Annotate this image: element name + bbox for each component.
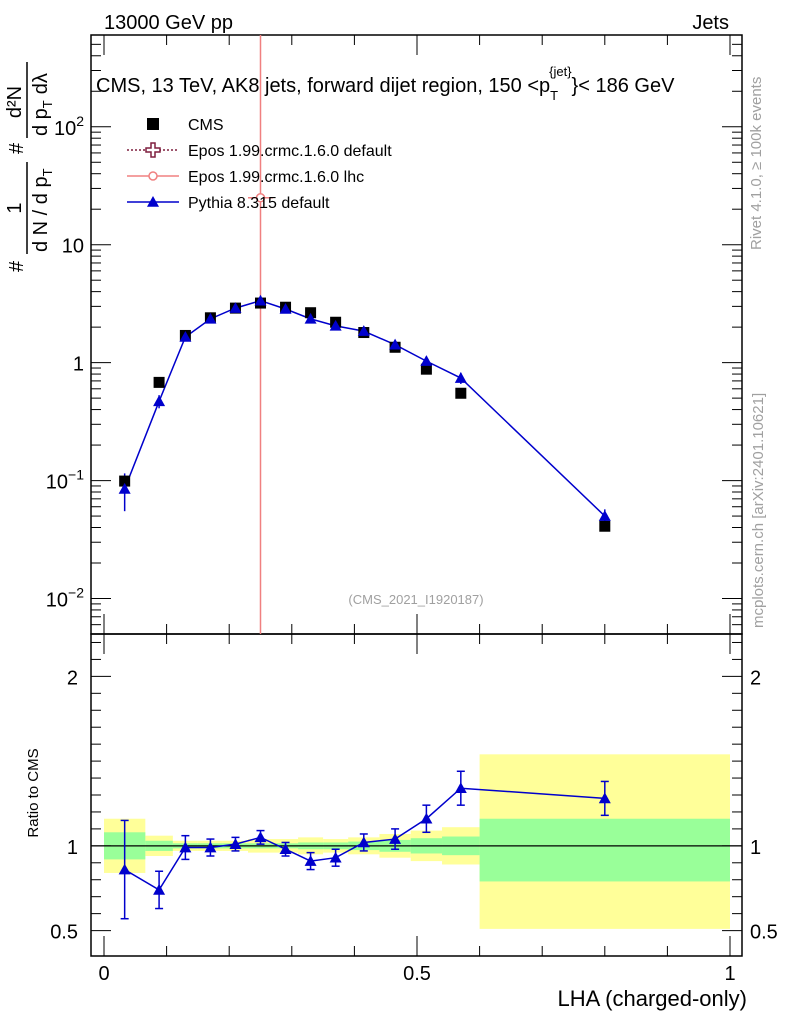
svg-text:#: # (6, 260, 28, 272)
pythia-ratio-point (118, 863, 131, 875)
pythia-point (153, 395, 166, 407)
pythia-ratio-point (204, 841, 217, 853)
cms-point (455, 387, 467, 399)
pythia-point (304, 312, 317, 324)
ratio-axis-label: Ratio to CMS (25, 748, 42, 837)
svg-text:1: 1 (4, 202, 26, 213)
pythia-point (454, 372, 467, 383)
pythia-ratio-line (124, 787, 605, 891)
legend-pythia-marker (147, 196, 159, 207)
y-tick-label: 10−1 (46, 467, 84, 494)
ratio-tick-label: 1 (67, 837, 78, 859)
pythia-point (229, 302, 242, 313)
pythia-ratio-point (179, 841, 192, 853)
pythia-point (420, 355, 433, 366)
pythia-ratio-point (304, 855, 317, 866)
ratio-tick-label-right: 2 (750, 667, 761, 689)
svg-text:#: # (6, 142, 28, 154)
data-layer (118, 35, 611, 920)
pythia-point (389, 338, 402, 350)
pythia-point (118, 482, 131, 494)
pythia-point (357, 325, 370, 336)
cms-point (420, 363, 432, 375)
legend-cms-marker (147, 118, 159, 130)
legend-epos-lhc-marker (148, 171, 158, 181)
pythia-point (254, 294, 267, 306)
legend-epos-default-marker (145, 142, 161, 158)
pythia-ratio-point (357, 836, 370, 848)
cms-point (153, 376, 165, 388)
legend-label: Epos 1.99.crmc.1.6.0 lhc (188, 169, 364, 186)
x-tick-label: 1 (724, 963, 735, 985)
axes: 0 0.5 1 10−2 10−1 1 10 102 0.5 0.5 1 1 2 2 (46, 34, 778, 985)
legend: CMS Epos 1.99.crmc.1.6.0 default Epos 1.99… (127, 117, 392, 212)
svg-text:d N / d pT: d N / d pT (30, 168, 55, 252)
ratio-tick-label-right: 1 (750, 837, 761, 859)
pythia-ratio-point (254, 831, 267, 843)
legend-label: Epos 1.99.crmc.1.6.0 default (188, 143, 392, 160)
pythia-point (204, 312, 217, 324)
ratio-tick-label: 2 (67, 667, 78, 689)
pythia-point (279, 302, 292, 314)
text-layer: 13000 GeV pp Jets CMS, 13 TeV, AK8 jets,… (4, 12, 767, 1011)
y-tick-label: 10 (62, 236, 84, 258)
cms-point (599, 520, 611, 532)
x-axis-label: LHA (charged-only) (557, 986, 747, 1011)
category-label: Jets (692, 12, 729, 34)
pythia-point (598, 510, 611, 521)
svg-text:d pTdλ: d pTdλ (30, 73, 55, 136)
pythia-ratio-point (153, 883, 166, 895)
pythia-ratio-point (454, 782, 467, 794)
legend-label: CMS (188, 117, 224, 134)
ratio-bands (104, 754, 730, 929)
y-tick-label: 102 (54, 113, 84, 140)
pythia-point (329, 319, 342, 331)
analysis-id: (CMS_2021_I1920187) (348, 592, 483, 607)
x-tick-label: 0 (98, 963, 109, 985)
legend-label: Pythia 8.315 default (188, 195, 330, 212)
epos-lhc-point (255, 193, 266, 203)
ratio-tick-label: 0.5 (50, 922, 78, 944)
y-tick-label: 1 (73, 354, 84, 376)
y-axis-label: # 1 d N / d pT # d²N d pTdλ (4, 62, 55, 272)
x-tick-label: 0.5 (403, 963, 431, 985)
pythia-ratio-point (598, 792, 611, 804)
pythia-ratio-point (329, 851, 342, 863)
green-band-13 (479, 818, 730, 882)
pythia-ratio-point (389, 833, 402, 844)
svg-text:d²N: d²N (4, 86, 26, 118)
cms-point (119, 475, 131, 487)
ratio-tick-label-right: 0.5 (750, 922, 778, 944)
y-tick-label: 10−2 (46, 584, 84, 611)
chart-title: CMS, 13 TeV, AK8 jets, forward dijet reg… (96, 64, 675, 103)
rivet-version: Rivet 4.1.0, ≥ 100k events (748, 77, 765, 250)
pythia-ratio-point (229, 838, 242, 849)
mcplots-credit: mcplots.cern.ch [arXiv:2401.10621] (750, 393, 767, 628)
energy-label: 13000 GeV pp (104, 12, 233, 34)
pythia-point (179, 330, 192, 342)
cms-point (305, 307, 317, 319)
pythia-ratio-point (420, 812, 433, 824)
pythia-ratio-point (279, 843, 292, 855)
